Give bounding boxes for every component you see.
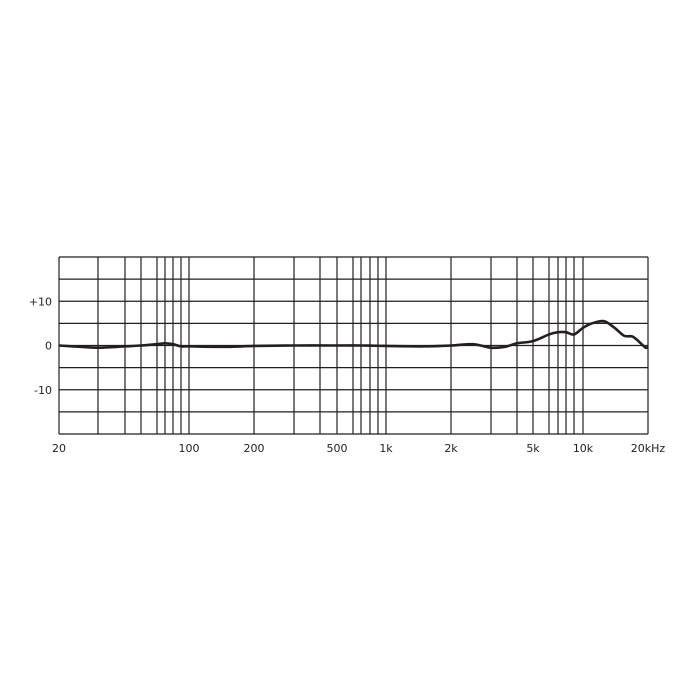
x-tick-label: 20 [52,442,66,455]
tick-labels: 20 100 200 500 1k 2k 5k 10k 20kHz +10 0 -10 [29,295,666,455]
response-curve-group [58,319,649,350]
x-tick-label: 200 [244,442,265,455]
x-tick-label: 20kHz [631,442,666,455]
x-tick-label: 500 [327,442,348,455]
y-tick-label: +10 [29,295,52,308]
y-tick-label: -10 [34,384,52,397]
x-tick-label: 1k [379,442,393,455]
y-tick-label: 0 [45,340,52,353]
x-tick-label: 2k [444,442,458,455]
response-curve [58,319,649,350]
x-tick-label: 100 [179,442,200,455]
x-tick-label: 5k [526,442,540,455]
x-tick-label: 10k [573,442,594,455]
